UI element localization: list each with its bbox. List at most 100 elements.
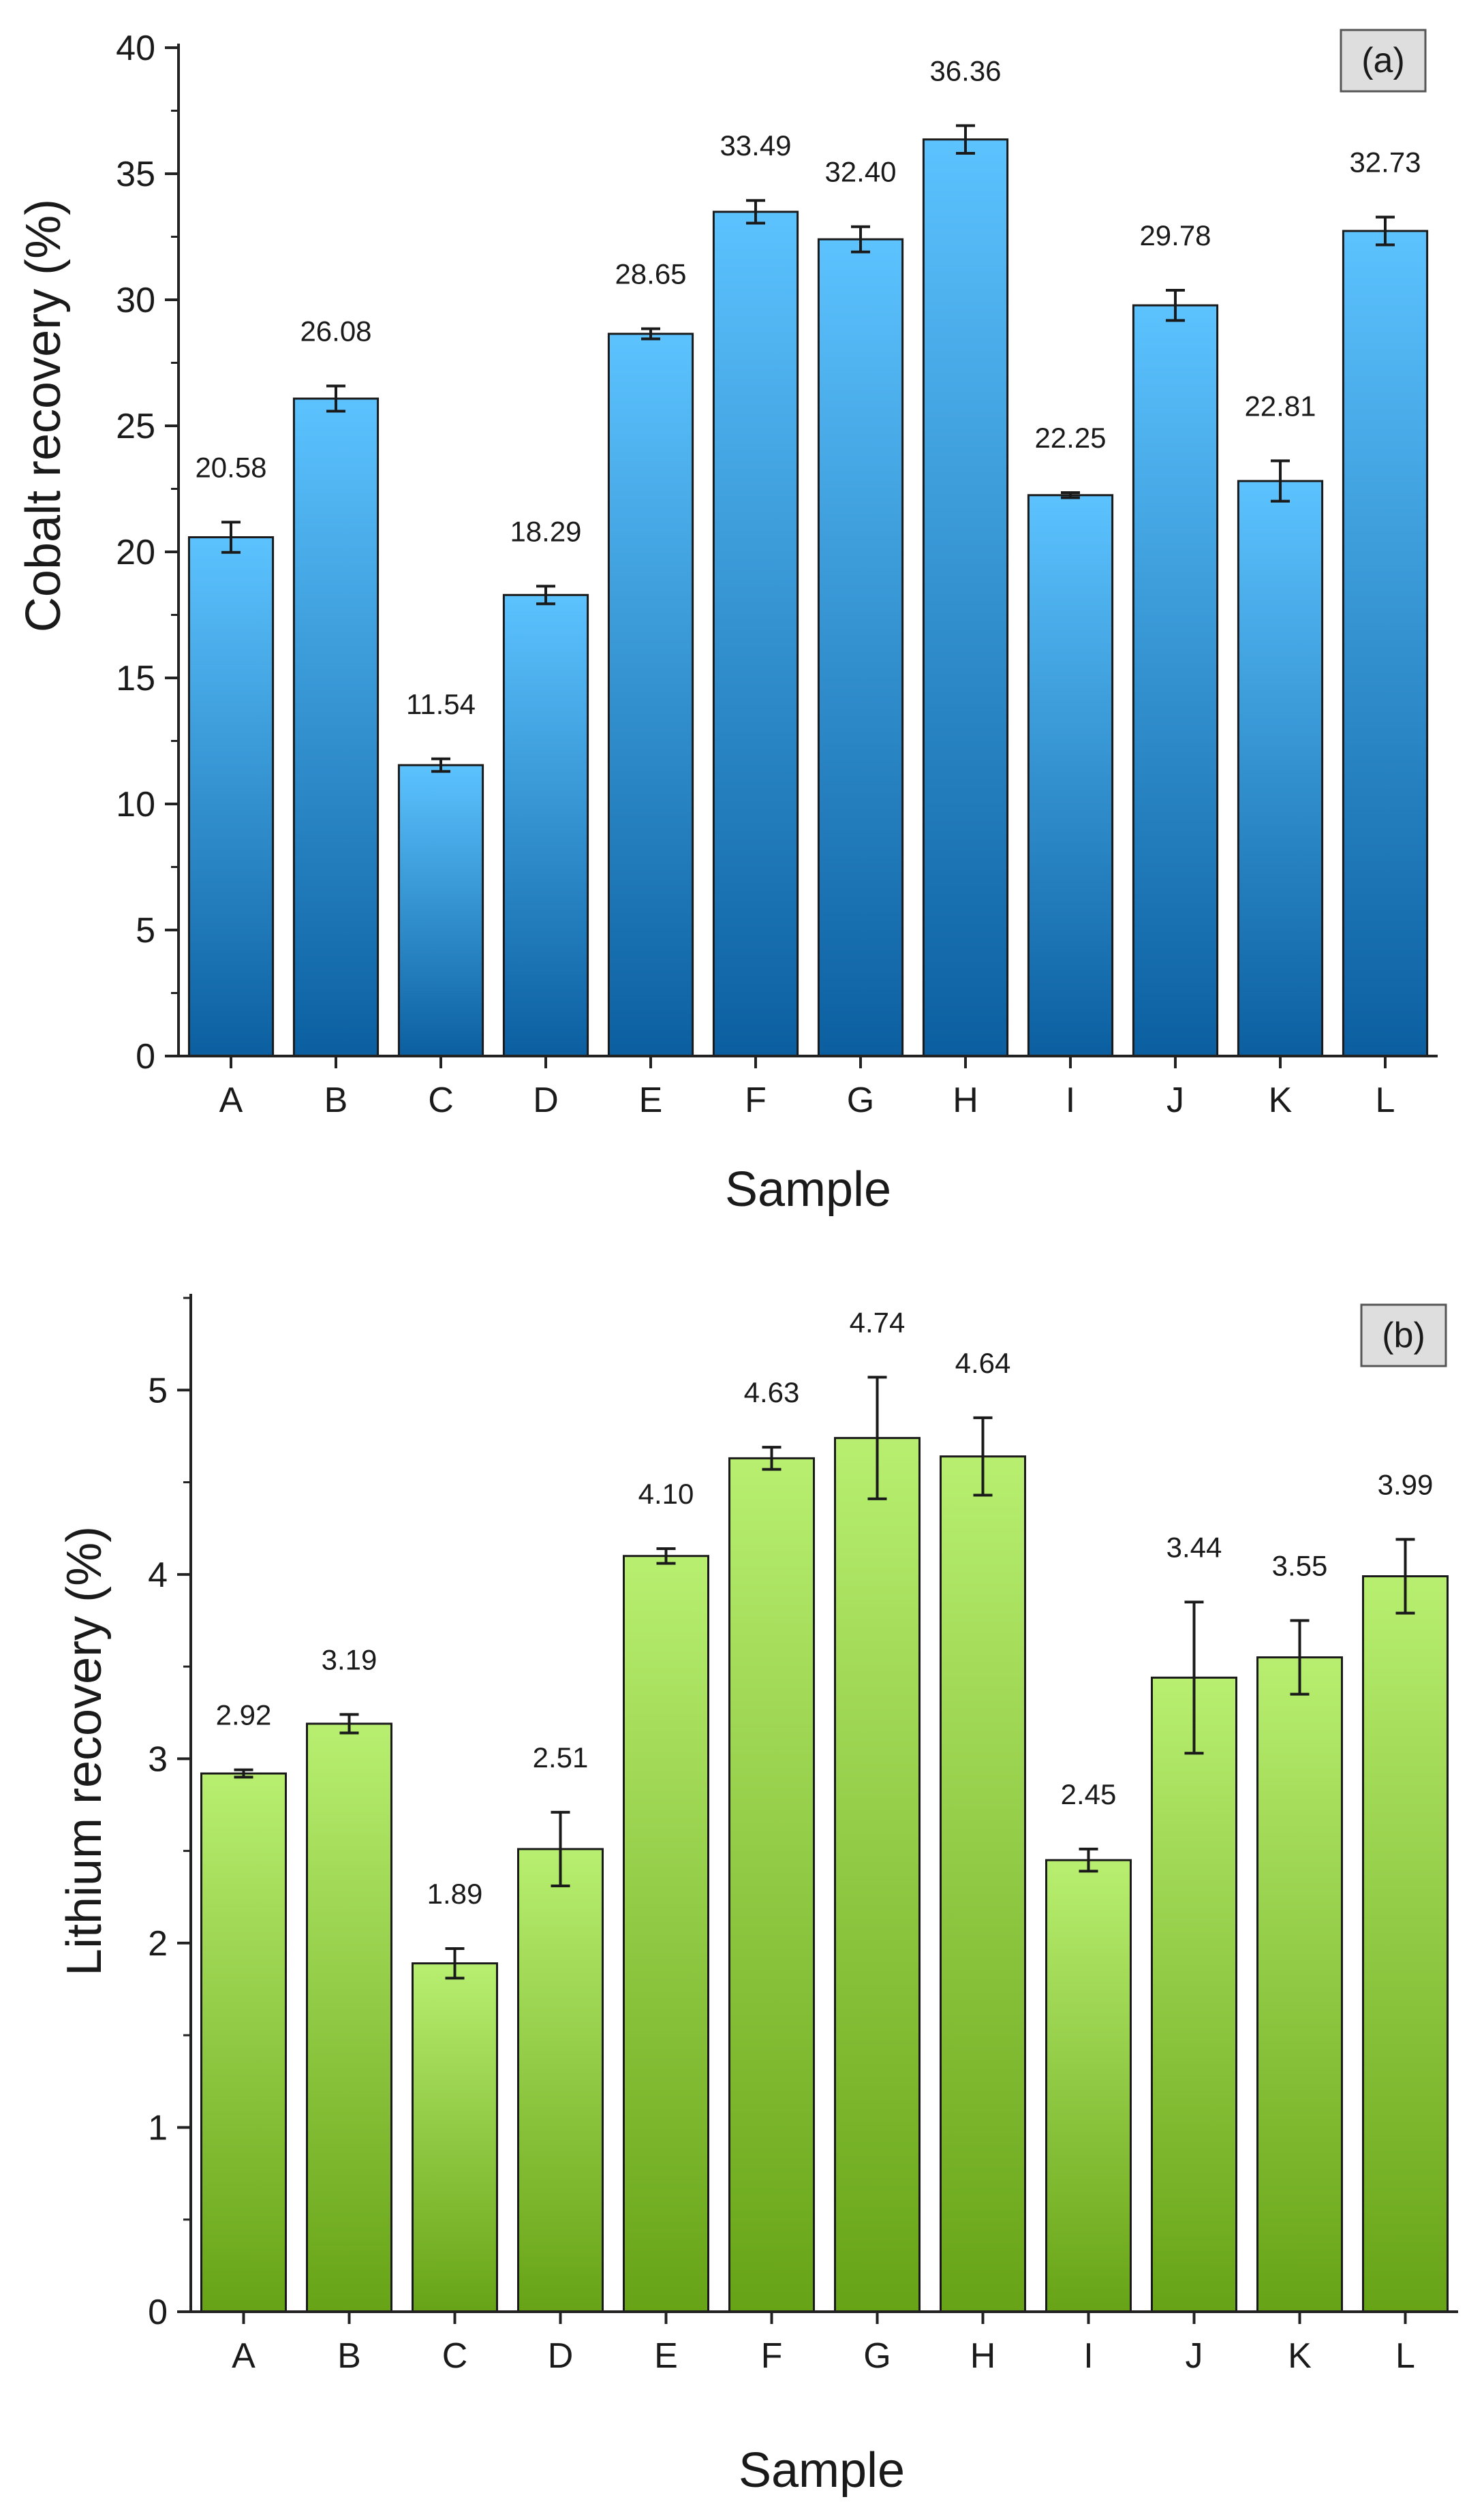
- error-bars-cobalt: [221, 124, 1395, 773]
- data-label-a-d: 18.29: [510, 515, 581, 547]
- bar-a-k: [1237, 480, 1324, 1057]
- y-tick-label: 2: [148, 1924, 168, 1964]
- bar-b-j: [1151, 1676, 1237, 2313]
- data-label-b-h: 4.64: [955, 1347, 1011, 1379]
- x-tick-label: I: [1083, 2336, 1093, 2376]
- panel-label-b: (b): [1382, 1316, 1425, 1355]
- data-label-b-l: 3.99: [1378, 1468, 1434, 1500]
- bar-a-j: [1132, 304, 1219, 1057]
- y-ticks-lithium: 0 1 2 3 4 5: [148, 1297, 191, 2332]
- data-label-b-e: 4.10: [638, 1478, 694, 1510]
- error-bar-a-l: [1376, 215, 1395, 247]
- bar-series-lithium: [200, 1437, 1449, 2313]
- error-bar-a-e: [641, 327, 660, 341]
- error-bar-b-j: [1184, 1600, 1204, 1755]
- x-tick-label: J: [1166, 1081, 1184, 1120]
- bar-a-g: [817, 238, 904, 1057]
- error-bar-a-c: [431, 757, 450, 773]
- data-label-b-i: 2.45: [1061, 1778, 1117, 1810]
- data-label-b-g: 4.74: [850, 1306, 906, 1338]
- bar-b-g: [834, 1437, 921, 2313]
- data-label-a-l: 32.73: [1349, 146, 1421, 179]
- bar-b-e: [623, 1555, 709, 2313]
- x-tick-label: D: [533, 1081, 559, 1120]
- error-bar-a-b: [326, 384, 345, 413]
- x-tick-label: B: [337, 2336, 361, 2376]
- error-bar-a-a: [221, 521, 241, 554]
- data-label-b-c: 1.89: [427, 1878, 483, 1910]
- error-bar-b-k: [1290, 1619, 1310, 1696]
- data-label-b-j: 3.44: [1166, 1531, 1222, 1563]
- data-label-a-b: 26.08: [300, 315, 371, 347]
- error-bar-a-h: [956, 124, 975, 155]
- error-bar-a-i: [1061, 491, 1080, 499]
- x-ticks-cobalt: A B C D E F G H I J K L: [219, 1056, 1395, 1120]
- data-label-a-h: 36.36: [929, 55, 1001, 87]
- bar-b-b: [306, 1722, 392, 2313]
- data-label-b-d: 2.51: [533, 1741, 589, 1773]
- error-bar-b-d: [551, 1810, 570, 1888]
- y-tick-label: 30: [116, 281, 155, 320]
- chart-panel-a: 20.58 26.08 11.54 18.29 28.65 33.49 32.40 36.36…: [16, 29, 1438, 1217]
- error-bar-b-l: [1395, 1538, 1415, 1615]
- x-tick-label: C: [428, 1081, 454, 1120]
- data-label-a-a: 20.58: [195, 451, 266, 483]
- panel-label-box-a: [1340, 29, 1427, 93]
- x-tick-label: L: [1395, 2336, 1415, 2376]
- x-tick-label: K: [1288, 2336, 1312, 2376]
- bar-b-a: [200, 1772, 287, 2313]
- y-tick-label: 35: [116, 155, 155, 194]
- error-bar-b-e: [656, 1547, 676, 1565]
- x-tick-label: I: [1066, 1081, 1075, 1120]
- axes-lithium: [189, 1294, 1458, 2313]
- data-label-a-c: 11.54: [406, 688, 476, 720]
- x-tick-label: A: [219, 1081, 243, 1120]
- bar-b-i: [1045, 1859, 1132, 2313]
- bar-a-d: [502, 593, 589, 1057]
- bar-b-d: [517, 1848, 604, 2313]
- y-tick-label: 1: [148, 2108, 168, 2148]
- y-axis-title-b: Lithium recovery (%): [57, 1526, 112, 1976]
- y-ticks-cobalt: 0 5 10 15 20 25 30 35 40: [116, 29, 179, 1076]
- x-tick-label: D: [548, 2336, 574, 2376]
- data-label-a-f: 33.49: [720, 129, 791, 161]
- x-tick-label: G: [847, 1081, 874, 1120]
- bar-b-h: [940, 1455, 1026, 2313]
- error-bar-a-f: [746, 199, 765, 225]
- data-labels-cobalt: 20.58 26.08 11.54 18.29 28.65 33.49 32.40 36.36…: [195, 55, 1421, 719]
- bar-series-cobalt: [187, 138, 1429, 1057]
- x-tick-label: F: [745, 1081, 767, 1120]
- data-label-a-j: 29.78: [1139, 219, 1211, 251]
- y-tick-label: 4: [148, 1555, 168, 1595]
- y-axis-title-a: Cobalt recovery (%): [16, 199, 71, 632]
- error-bar-b-g: [867, 1376, 887, 1500]
- y-tick-label: 10: [116, 785, 155, 824]
- x-tick-label: B: [324, 1081, 348, 1120]
- bar-a-h: [922, 138, 1009, 1057]
- y-tick-label: 0: [136, 1037, 155, 1076]
- error-bar-b-a: [234, 1768, 253, 1779]
- x-ticks-lithium: A B C D E F G H I J K L: [232, 2312, 1415, 2376]
- y-tick-label: 20: [116, 533, 155, 572]
- y-tick-label: 15: [116, 659, 155, 698]
- data-label-b-a: 2.92: [216, 1699, 272, 1731]
- x-tick-label: L: [1376, 1081, 1395, 1120]
- bar-a-l: [1342, 230, 1429, 1057]
- x-tick-label: E: [654, 2336, 678, 2376]
- bar-b-c: [412, 1962, 498, 2313]
- data-label-a-g: 32.40: [824, 156, 896, 188]
- x-tick-label: C: [442, 2336, 468, 2376]
- x-tick-label: F: [761, 2336, 783, 2376]
- data-label-b-b: 3.19: [322, 1643, 377, 1675]
- x-tick-label: A: [232, 2336, 256, 2376]
- error-bars-lithium: [234, 1376, 1415, 1980]
- error-bar-b-f: [762, 1446, 782, 1471]
- bar-a-i: [1027, 494, 1114, 1057]
- error-bar-b-b: [339, 1713, 359, 1735]
- data-label-a-e: 28.65: [615, 258, 686, 290]
- bar-b-l: [1362, 1575, 1449, 2313]
- bar-a-e: [607, 332, 694, 1057]
- panel-label-box-b: [1360, 1303, 1447, 1367]
- data-label-a-i: 22.25: [1034, 422, 1106, 454]
